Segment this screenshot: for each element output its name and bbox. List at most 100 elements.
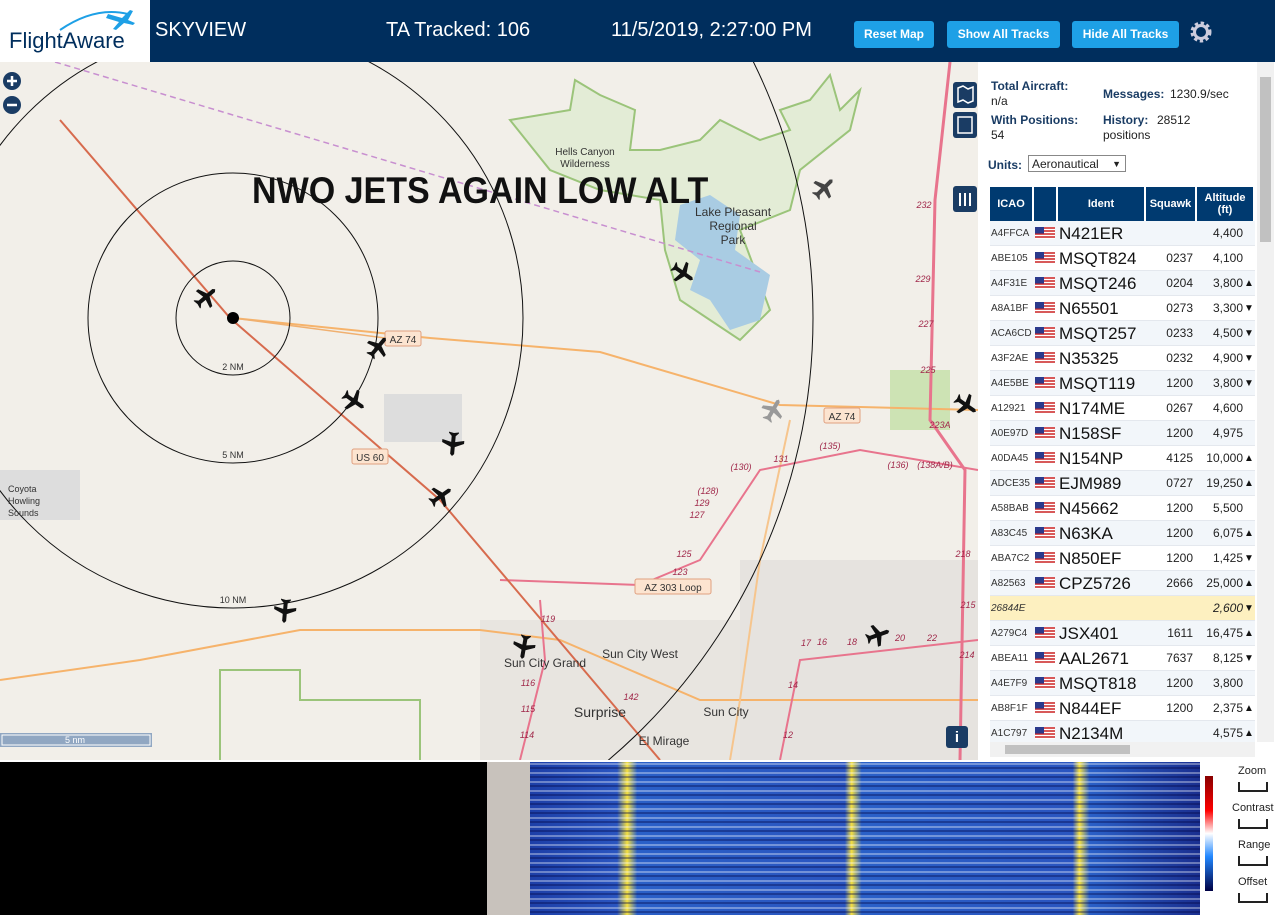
show-tracks-button[interactable]: Show All Tracks — [947, 21, 1060, 48]
icao: 26844E — [991, 603, 1026, 614]
flag-icon — [1035, 227, 1055, 239]
info-button[interactable] — [946, 726, 968, 748]
logo[interactable]: FlightAware — [0, 0, 150, 62]
units-label: Units: — [988, 158, 1022, 172]
road — [232, 317, 978, 411]
flag-icon — [1035, 727, 1055, 739]
table-row[interactable]: ABE105 MSQT824 0237 4,100 — [990, 246, 1255, 271]
hide-tracks-button[interactable]: Hide All Tracks — [1072, 21, 1179, 48]
ident: N850EF — [1059, 549, 1122, 568]
table-row[interactable]: A12921 N174ME 0267 4,600 — [990, 396, 1255, 421]
control-slider[interactable] — [1238, 893, 1268, 903]
altitude: 4,600 — [1212, 401, 1243, 415]
altitude-trend: ▼ — [1244, 553, 1254, 564]
road-number: 22 — [926, 633, 937, 643]
place-label: Sounds — [8, 508, 39, 518]
flag-icon — [1035, 402, 1055, 414]
flag-icon — [1035, 552, 1055, 564]
table-row[interactable]: A8A1BF N65501 0273 3,300 ▼ — [990, 296, 1255, 321]
ident: N421ER — [1059, 224, 1124, 243]
ident: EJM989 — [1059, 474, 1122, 493]
info-glyph: i — [955, 729, 959, 746]
aircraft-icon — [953, 393, 976, 414]
color-scale — [1205, 776, 1213, 891]
place-label: 2 NM — [222, 362, 244, 372]
lake — [675, 195, 770, 330]
control-slider[interactable] — [1238, 819, 1268, 829]
table-row[interactable]: AB8F1F N844EF 1200 2,375 ▲ — [990, 696, 1255, 721]
ident: N2134M — [1059, 724, 1124, 743]
flag-icon — [1035, 377, 1055, 389]
road — [0, 629, 978, 701]
table-row[interactable]: A4E7F9 MSQT818 1200 3,800 — [990, 671, 1255, 696]
table-row[interactable]: A4E5BE MSQT119 1200 3,800 ▼ — [990, 371, 1255, 396]
logo-graphic: FlightAware — [9, 10, 135, 53]
table-row[interactable]: A3F2AE N35325 0232 4,900 ▼ — [990, 346, 1255, 371]
ident: N63KA — [1059, 524, 1113, 543]
map[interactable]: Hells Canyon Wilderness Lake Pleasant Regio… — [0, 62, 978, 760]
road-number: 125 — [676, 549, 692, 559]
table-row[interactable]: ACA6CD MSQT257 0233 4,500 ▼ — [990, 321, 1255, 346]
road-number: (136) — [887, 460, 908, 470]
range-ring — [0, 62, 524, 609]
grid-button[interactable] — [953, 112, 977, 138]
road-number: 114 — [520, 730, 534, 740]
ident: CPZ5726 — [1059, 574, 1131, 593]
table-row[interactable]: A279C4 JSX401 1611 16,475 ▲ — [990, 621, 1255, 646]
control-slider[interactable] — [1238, 782, 1268, 792]
road-number: 229 — [914, 274, 930, 284]
table-row[interactable]: ABEA11 AAL2671 7637 8,125 ▼ — [990, 646, 1255, 671]
divider — [487, 762, 530, 915]
table-row[interactable]: A0E97D N158SF 1200 4,975 — [990, 421, 1255, 446]
messages-label: Messages: — [1103, 87, 1165, 101]
road-number: 142 — [623, 692, 638, 702]
table-row[interactable]: ADCE35 EJM989 0727 19,250 ▲ — [990, 471, 1255, 496]
table-row[interactable]: ABA7C2 N850EF 1200 1,425 ▼ — [990, 546, 1255, 571]
history-label: History: — [1103, 113, 1149, 127]
icao: A8A1BF — [991, 303, 1029, 314]
aircraft-icon — [442, 431, 465, 456]
units-select[interactable]: Aeronautical ▼ — [1028, 155, 1126, 172]
reset-map-button[interactable]: Reset Map — [854, 21, 934, 48]
altitude-trend: ▼ — [1244, 603, 1254, 614]
flag-icon — [1035, 577, 1055, 589]
flag-icon — [1035, 477, 1055, 489]
squawk: 4125 — [1166, 451, 1193, 465]
columns-glyph — [959, 193, 971, 206]
control-slider[interactable] — [1238, 856, 1268, 866]
squawk: 0233 — [1166, 326, 1193, 340]
place-label: 10 NM — [220, 595, 247, 605]
scroll-thumb[interactable] — [1260, 77, 1271, 242]
vertical-scrollbar[interactable] — [1257, 62, 1274, 742]
place-label: Sun City — [703, 705, 748, 719]
table-row[interactable]: 26844E 2,600 ▼ — [990, 596, 1255, 621]
table-row[interactable]: A58BAB N45662 1200 5,500 — [990, 496, 1255, 521]
icao: ABE105 — [991, 253, 1028, 264]
settings-icon[interactable] — [1188, 19, 1214, 45]
horizontal-scrollbar[interactable] — [990, 742, 1255, 757]
color-scale-bar — [1205, 776, 1213, 891]
altitude-trend: ▲ — [1244, 528, 1254, 539]
spectrum-area: Zoom Contrast Range Offset — [0, 762, 1275, 915]
messages-value: 1230.9/sec — [1170, 87, 1229, 101]
table-row[interactable]: A4FFCA N421ER 4,400 — [990, 221, 1255, 246]
table-row[interactable]: A0DA45 N154NP 4125 10,000 ▲ — [990, 446, 1255, 471]
total-label: Total Aircraft: — [991, 79, 1069, 93]
place-label: Coyota — [8, 484, 37, 494]
scroll-thumb[interactable] — [1005, 745, 1130, 754]
table-row[interactable]: A83C45 N63KA 1200 6,075 ▲ — [990, 521, 1255, 546]
ident: N154NP — [1059, 449, 1124, 468]
table-row[interactable]: A82563 CPZ5726 2666 25,000 ▲ — [990, 571, 1255, 596]
road-number: 223A — [928, 420, 950, 430]
place-label: Sun City Grand — [504, 656, 586, 670]
table-row[interactable]: A4F31E MSQT246 0204 3,800 ▲ — [990, 271, 1255, 296]
flag-icon — [1035, 327, 1055, 339]
squawk: 0232 — [1166, 351, 1193, 365]
app-name: SKYVIEW — [155, 19, 247, 41]
road-number: (135) — [819, 441, 840, 451]
zoom-controls[interactable] — [3, 72, 21, 114]
aircraft-icon — [274, 598, 297, 623]
aircraft-icon — [865, 625, 890, 647]
altitude: 1,425 — [1212, 551, 1243, 565]
altitude-trend: ▲ — [1244, 703, 1254, 714]
